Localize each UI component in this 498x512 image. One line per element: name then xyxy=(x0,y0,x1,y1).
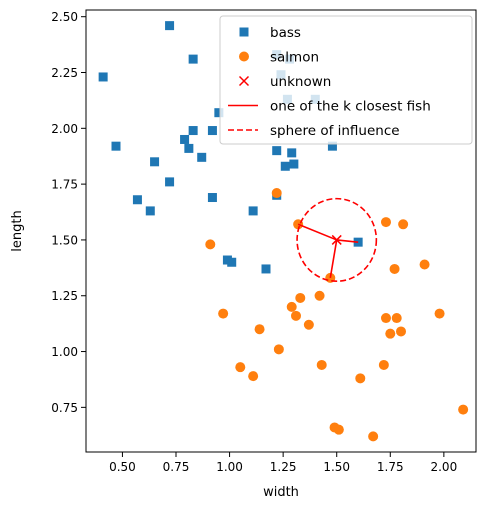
y-tick-label: 2.00 xyxy=(51,122,78,136)
x-tick-label: 0.50 xyxy=(109,460,136,474)
salmon-point xyxy=(434,308,445,319)
plot-area xyxy=(98,21,469,442)
salmon-point xyxy=(316,359,327,370)
x-tick-label: 2.00 xyxy=(430,460,457,474)
salmon-point xyxy=(458,404,469,415)
salmon-point xyxy=(314,290,325,301)
y-tick-label: 1.75 xyxy=(51,178,78,192)
y-tick-label: 2.50 xyxy=(51,10,78,24)
x-axis: 0.50 0.75 1.00 1.25 1.50 1.75 2.00 xyxy=(109,452,457,474)
salmon-point xyxy=(355,373,366,384)
salmon-point xyxy=(303,319,314,330)
salmon-point xyxy=(385,328,396,339)
legend-label: one of the k closest fish xyxy=(270,99,431,115)
y-tick-label: 1.50 xyxy=(51,233,78,247)
x-tick-label: 1.75 xyxy=(377,460,404,474)
y-axis: 0.75 1.00 1.25 1.50 1.75 2.00 2.25 2.50 xyxy=(51,10,86,415)
salmon-point xyxy=(396,326,406,337)
bass-point xyxy=(145,206,155,216)
legend-square-swatch xyxy=(239,27,249,37)
nearest-lines xyxy=(297,223,359,279)
salmon-point xyxy=(254,324,265,335)
salmon-point xyxy=(295,292,306,303)
salmon-point xyxy=(398,219,409,230)
bass-point xyxy=(180,134,190,144)
legend-box xyxy=(219,15,473,145)
sphere-of-influence xyxy=(296,197,378,283)
bass-point xyxy=(165,21,175,31)
bass-point xyxy=(272,146,282,156)
bass-point xyxy=(214,108,224,118)
legend-item-unknown: unknown xyxy=(238,74,331,90)
nearest-line xyxy=(329,239,338,279)
salmon-point xyxy=(378,359,389,370)
salmon-point xyxy=(381,217,391,228)
bass-point xyxy=(184,143,194,153)
bass-point xyxy=(165,177,175,187)
salmon-point xyxy=(333,424,344,435)
bass-point xyxy=(327,141,337,151)
legend-label: unknown xyxy=(270,74,331,90)
bass-point xyxy=(188,54,198,64)
y-tick-label: 2.25 xyxy=(51,66,78,80)
salmon-point xyxy=(248,371,259,382)
nearest-line xyxy=(336,239,359,243)
bass-point xyxy=(280,161,290,171)
salmon-point xyxy=(271,188,282,199)
legend-item-salmon: salmon xyxy=(239,50,319,66)
legend-x-swatch xyxy=(238,75,250,87)
x-tick-label: 1.50 xyxy=(323,460,350,474)
legend-item-one-of-the-k-closest-fish: one of the k closest fish xyxy=(228,99,431,115)
bass-point xyxy=(188,126,198,136)
salmon-point xyxy=(391,313,402,324)
bass-point xyxy=(197,152,207,162)
bass-point xyxy=(227,257,237,267)
x-axis-label: width xyxy=(263,485,299,500)
series-salmon xyxy=(205,188,469,442)
bass-point xyxy=(98,72,108,82)
legend-item-sphere-of-influence: sphere of influence xyxy=(228,123,400,139)
y-tick-label: 0.75 xyxy=(51,401,78,415)
salmon-point xyxy=(218,308,229,319)
x-tick-label: 0.75 xyxy=(163,460,190,474)
bass-point xyxy=(248,206,258,216)
salmon-point xyxy=(381,313,391,324)
nearest-line xyxy=(297,223,338,241)
legend-label: salmon xyxy=(270,50,319,66)
y-tick-label: 1.00 xyxy=(51,345,78,359)
salmon-point xyxy=(273,344,284,355)
salmon-point xyxy=(389,263,400,274)
bass-point xyxy=(150,157,160,167)
bass-point xyxy=(289,159,299,169)
bass-point xyxy=(132,195,142,205)
bass-point xyxy=(207,193,217,203)
bass-point xyxy=(287,148,297,158)
legend-circle-swatch xyxy=(239,51,249,62)
legend-label: bass xyxy=(270,25,301,41)
salmon-point xyxy=(286,301,297,312)
salmon-point xyxy=(368,431,379,442)
legend-item-bass: bass xyxy=(239,25,301,41)
salmon-point xyxy=(419,259,430,270)
x-tick-label: 1.00 xyxy=(216,460,243,474)
y-tick-label: 1.25 xyxy=(51,289,78,303)
salmon-point xyxy=(235,362,246,373)
bass-point xyxy=(261,264,271,274)
salmon-point xyxy=(205,239,216,250)
legend-label: sphere of influence xyxy=(270,123,400,139)
y-axis-label: length xyxy=(10,210,25,251)
bass-point xyxy=(207,126,217,136)
legend: bass salmon unknown one of the k closest fi… xyxy=(219,15,473,145)
x-tick-label: 1.25 xyxy=(270,460,297,474)
unknown-point xyxy=(331,234,342,245)
salmon-point xyxy=(291,310,301,321)
plot-frame xyxy=(85,9,477,453)
bass-point xyxy=(111,141,121,151)
